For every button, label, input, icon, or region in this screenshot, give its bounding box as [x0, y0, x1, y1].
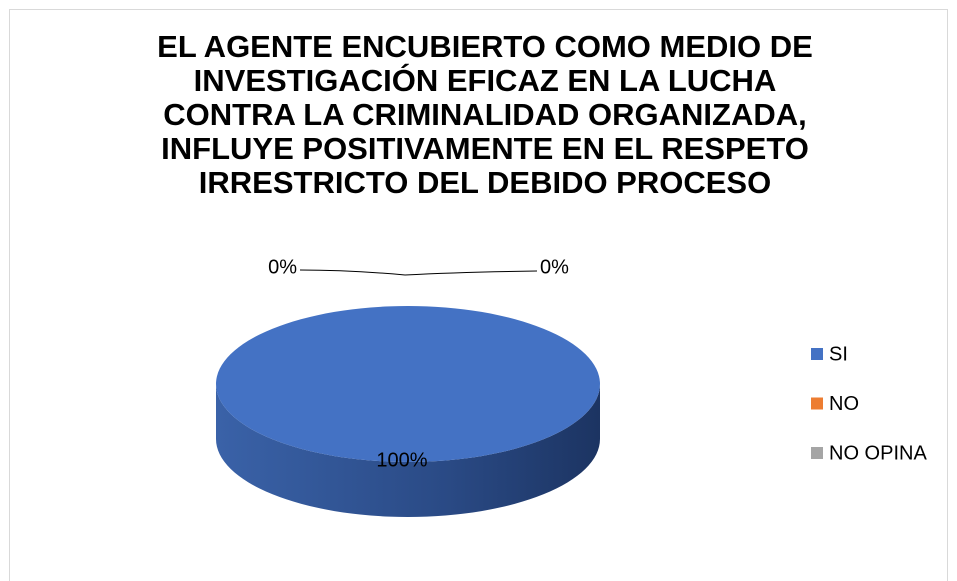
- chart-title: EL AGENTE ENCUBIERTO COMO MEDIO DE INVES…: [157, 29, 813, 200]
- legend-label: NO: [829, 393, 859, 415]
- legend-label: SI: [829, 343, 848, 365]
- legend-label: NO OPINA: [829, 442, 927, 464]
- legend-swatch: [811, 348, 823, 360]
- data-label: 100%: [376, 449, 427, 471]
- pie-slice: [216, 306, 600, 462]
- leader-line: [299, 269, 406, 276]
- chart-border: [9, 9, 948, 581]
- pie-side: [216, 384, 600, 517]
- data-label: 0%: [268, 256, 297, 278]
- leader-line: [404, 270, 538, 276]
- legend-swatch: [811, 447, 823, 459]
- data-label: 0%: [540, 256, 569, 278]
- legend-swatch: [811, 397, 823, 410]
